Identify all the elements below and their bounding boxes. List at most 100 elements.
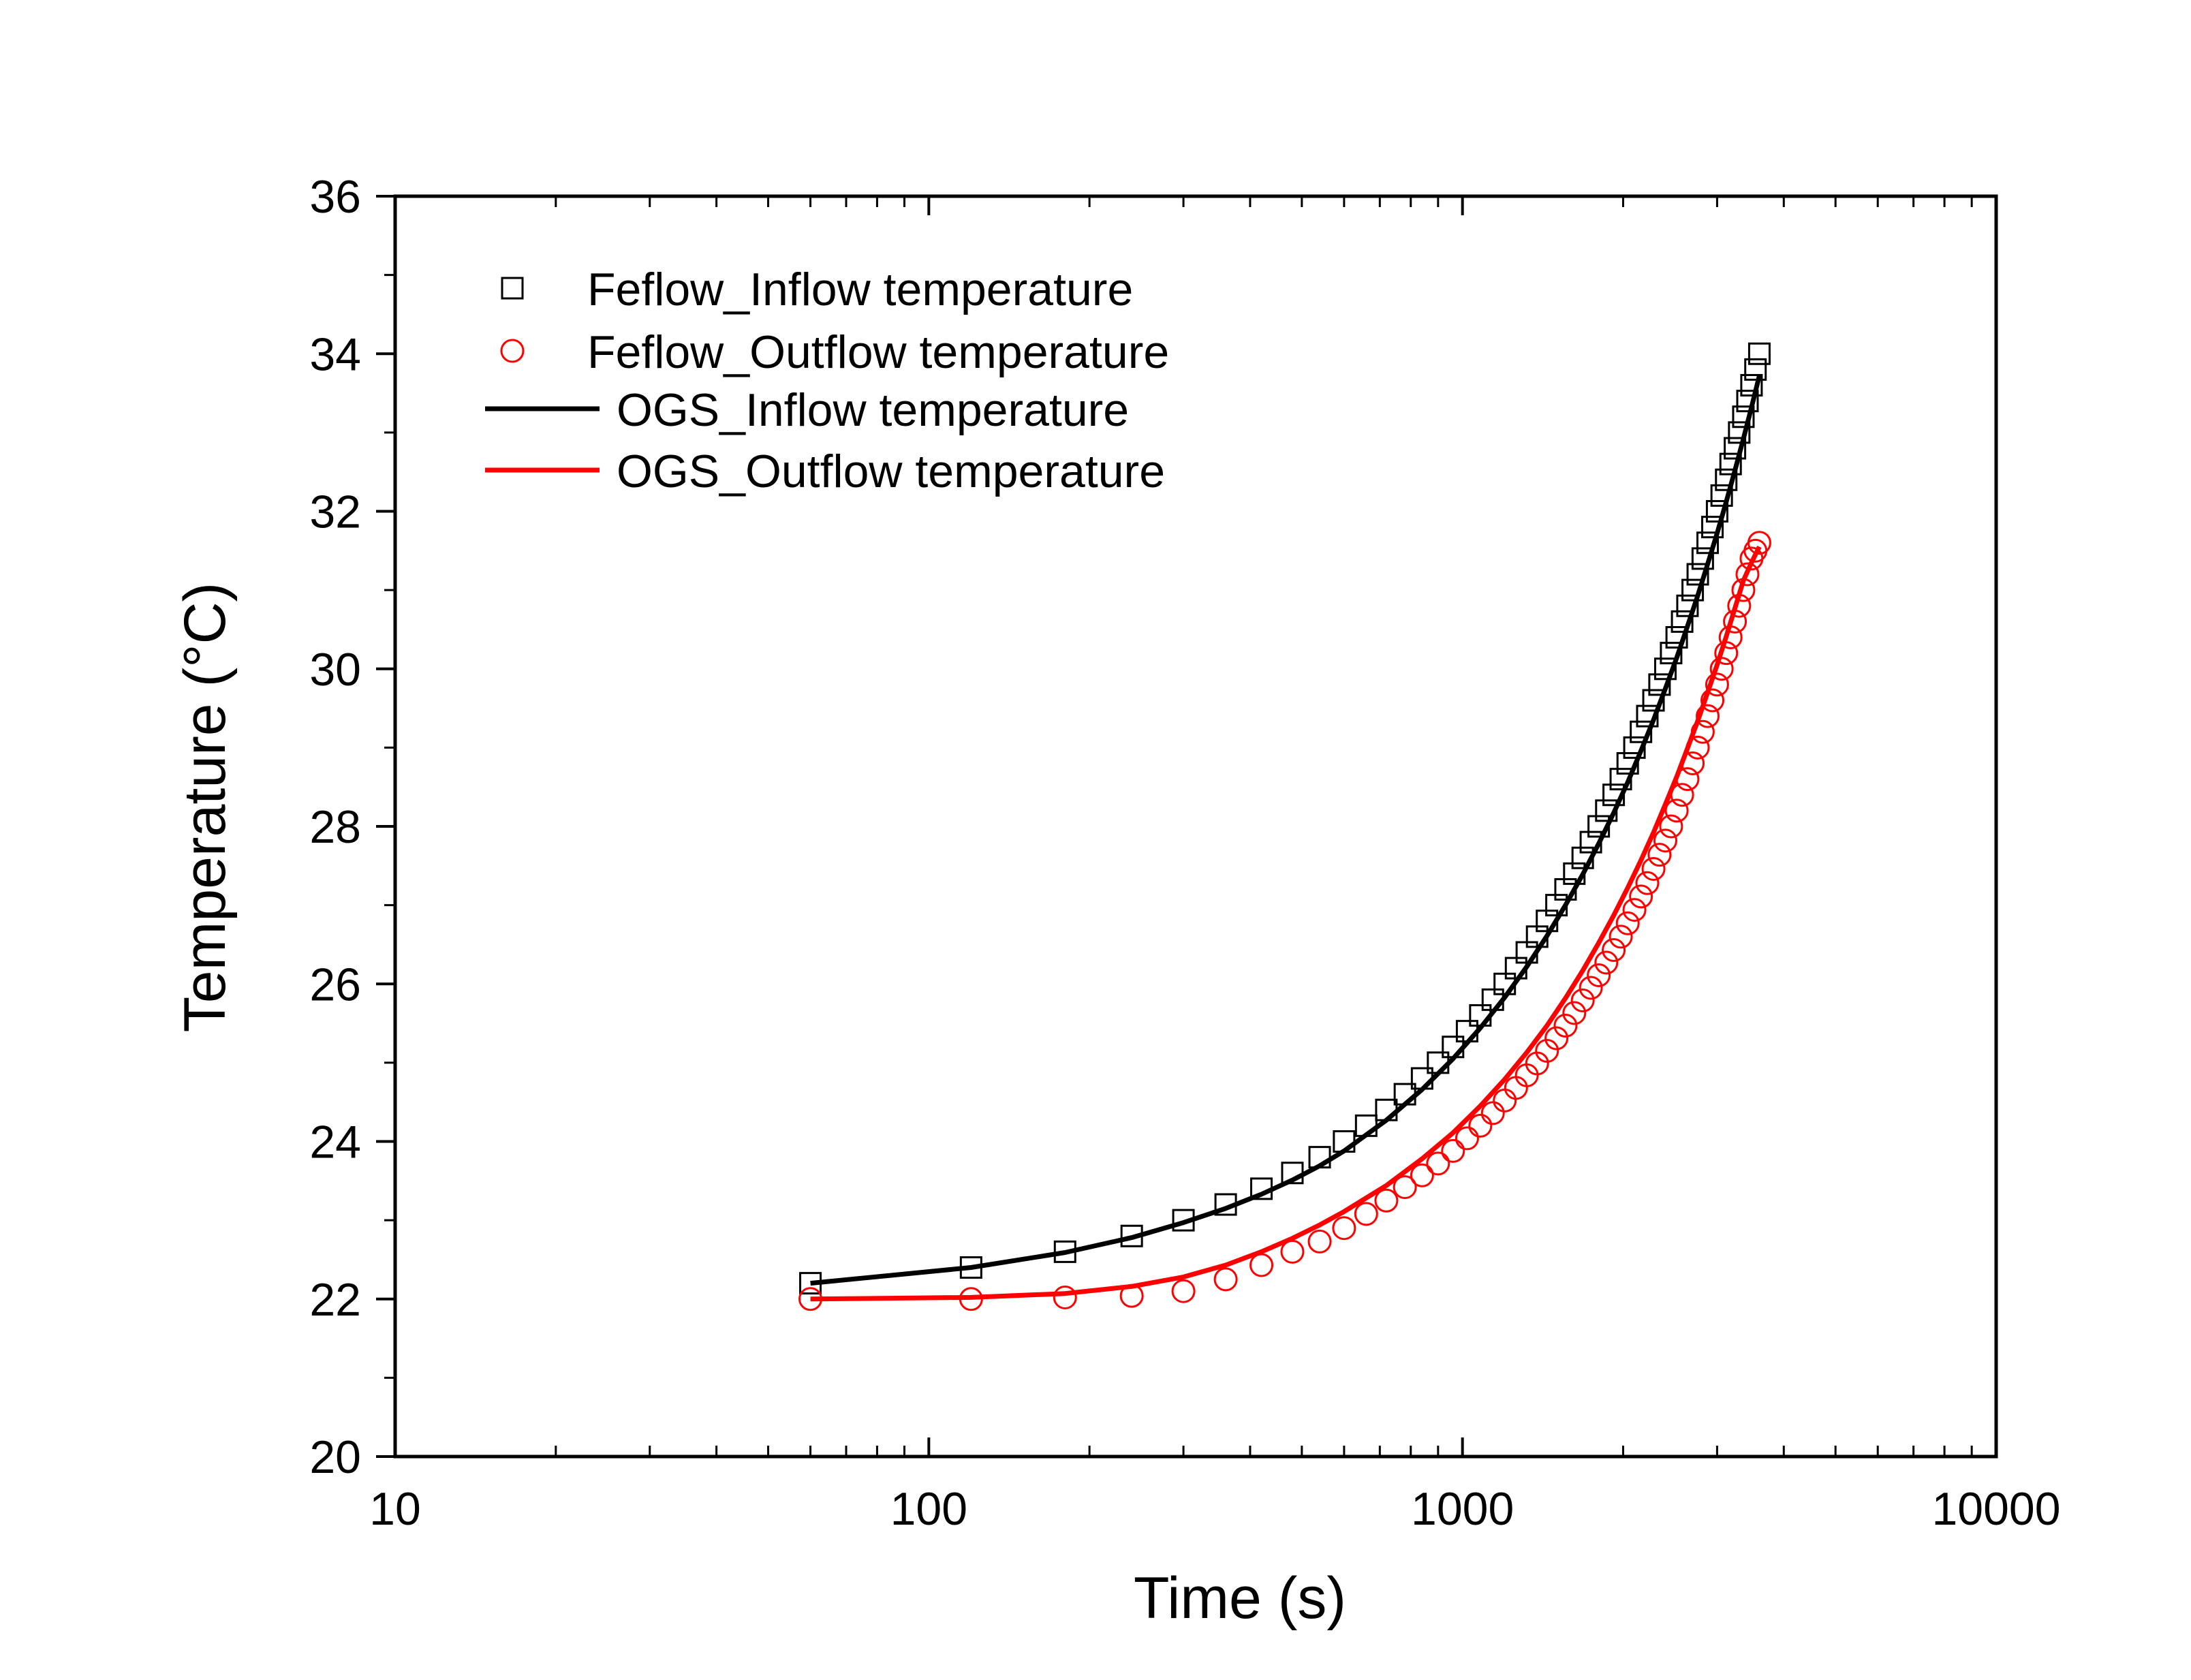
data-point xyxy=(1696,531,1720,555)
y-tick-label: 24 xyxy=(309,1117,361,1168)
x-tick-label: 10000 xyxy=(1931,1483,2060,1535)
series-group xyxy=(799,342,1771,1295)
data-point xyxy=(1427,1051,1450,1074)
data-point xyxy=(1671,610,1694,633)
data-point xyxy=(1171,1279,1196,1303)
data-point xyxy=(1410,1163,1434,1187)
data-point xyxy=(1723,609,1747,634)
data-point xyxy=(1718,625,1743,649)
data-point xyxy=(1630,720,1653,743)
data-point xyxy=(1333,1130,1356,1153)
data-point xyxy=(1571,846,1594,869)
data-point xyxy=(1570,989,1595,1013)
data-point xyxy=(1719,452,1742,476)
data-point xyxy=(1747,342,1771,365)
series-group xyxy=(810,375,1762,1286)
data-point xyxy=(1214,1193,1237,1216)
data-point xyxy=(1493,972,1517,995)
data-point xyxy=(1594,950,1619,975)
data-point xyxy=(1622,898,1647,922)
data-point xyxy=(1736,390,1759,413)
data-point xyxy=(1635,871,1660,895)
series-group xyxy=(810,545,1762,1302)
data-point xyxy=(1609,924,1633,949)
data-point xyxy=(1675,767,1700,792)
data-point xyxy=(1545,894,1568,917)
data-point xyxy=(1602,783,1626,807)
y-tick-label: 20 xyxy=(309,1431,361,1483)
data-point xyxy=(1553,1014,1578,1038)
data-point xyxy=(1120,1224,1143,1247)
x-tick-label: 1000 xyxy=(1411,1483,1514,1535)
x-tick-label: 100 xyxy=(890,1483,967,1535)
x-axis-title: Time (s) xyxy=(1134,1566,1346,1631)
legend-item: Feflow_Outflow temperature xyxy=(500,326,1169,378)
data-point xyxy=(1410,1067,1433,1090)
data-point xyxy=(1602,938,1626,963)
data-point xyxy=(799,1272,822,1295)
data-point xyxy=(1609,768,1632,791)
data-point xyxy=(1724,437,1747,460)
data-point xyxy=(1681,578,1705,602)
x-tick-label: 10 xyxy=(369,1483,421,1535)
series-layer xyxy=(798,342,1771,1311)
y-tick-label: 36 xyxy=(309,171,361,223)
data-point xyxy=(1681,751,1705,775)
data-point xyxy=(1686,563,1709,586)
data-point xyxy=(1653,828,1677,853)
legend-item: OGS_Outflow temperature xyxy=(485,446,1165,497)
data-point xyxy=(1579,976,1603,1000)
y-axis-title: Temperature (°C) xyxy=(172,582,238,1032)
data-point xyxy=(1691,547,1714,570)
data-point xyxy=(1579,830,1602,854)
data-point xyxy=(1119,1284,1144,1308)
data-point xyxy=(1629,884,1653,909)
data-point xyxy=(1375,1098,1398,1121)
y-tick-label: 34 xyxy=(309,328,361,380)
data-point xyxy=(1705,672,1729,697)
data-point xyxy=(1374,1188,1399,1213)
legend-label: Feflow_Inflow temperature xyxy=(587,264,1133,315)
data-point xyxy=(1696,704,1720,728)
data-point xyxy=(1740,374,1763,396)
data-point xyxy=(1665,626,1688,649)
data-point xyxy=(1249,1253,1274,1277)
data-point xyxy=(1701,516,1724,539)
data-point xyxy=(1053,1285,1077,1309)
data-point xyxy=(1731,578,1756,602)
data-point xyxy=(1587,963,1611,988)
data-point xyxy=(1690,719,1715,744)
data-point xyxy=(1172,1209,1195,1232)
data-point xyxy=(1676,594,1699,617)
data-point xyxy=(1659,814,1683,839)
data-point xyxy=(1535,1039,1559,1063)
legend: Feflow_Inflow temperature Feflow_Outflow … xyxy=(485,264,1169,497)
data-point xyxy=(959,1287,983,1311)
legend-label: Feflow_Outflow temperature xyxy=(587,326,1169,378)
data-point xyxy=(1728,421,1751,444)
data-point xyxy=(1710,484,1733,507)
data-point xyxy=(1393,1175,1417,1200)
data-point xyxy=(1442,1036,1465,1059)
data-point xyxy=(1562,1001,1587,1025)
data-point xyxy=(1468,1113,1493,1138)
data-point xyxy=(1623,736,1646,759)
series-group xyxy=(798,531,1771,1311)
data-point xyxy=(1647,843,1672,867)
legend-item: OGS_Inflow temperature xyxy=(485,384,1129,436)
data-point xyxy=(1642,689,1665,712)
data-point xyxy=(1481,988,1504,1011)
legend-marker xyxy=(500,339,525,363)
data-point xyxy=(1441,1138,1465,1163)
data-point xyxy=(1308,1146,1331,1169)
data-point xyxy=(1393,1083,1416,1106)
data-point xyxy=(1653,657,1677,681)
data-point xyxy=(1732,405,1755,429)
data-point xyxy=(1455,1126,1479,1151)
data-point xyxy=(1595,799,1618,822)
data-point xyxy=(1280,1239,1305,1264)
series-line xyxy=(810,545,1762,1302)
data-point xyxy=(1715,468,1738,491)
